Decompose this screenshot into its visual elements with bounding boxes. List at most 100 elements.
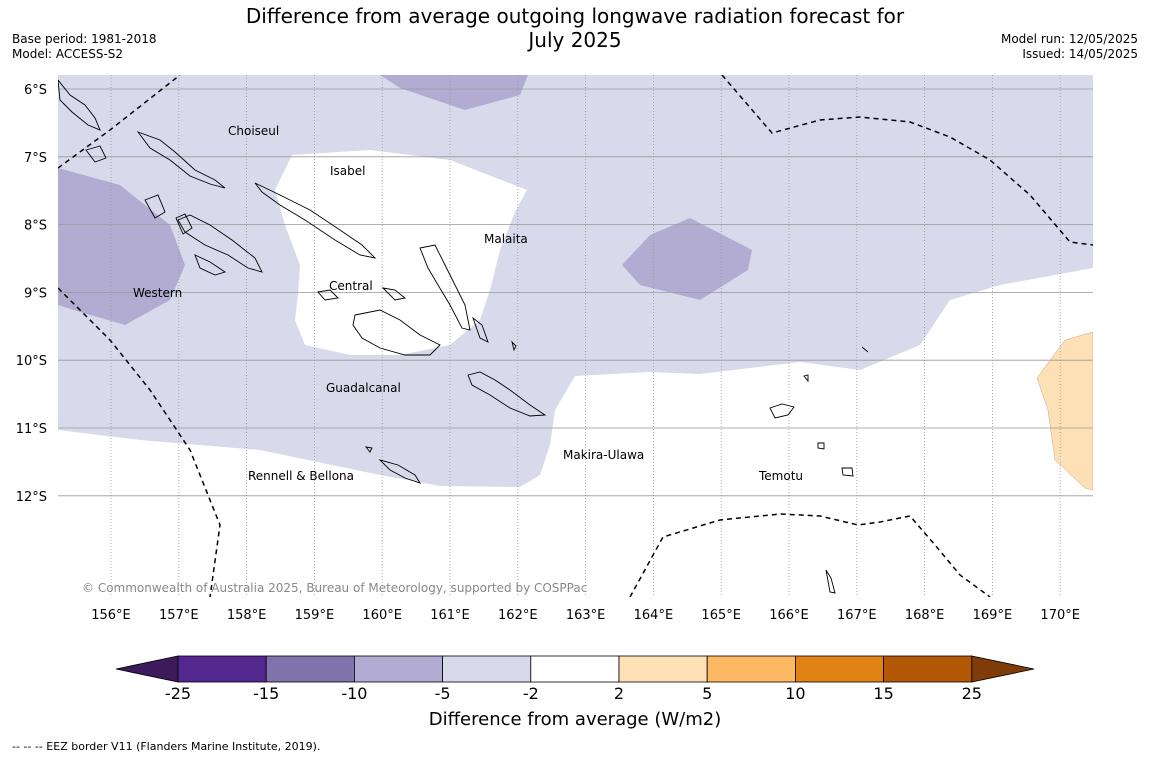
colorbar-extend-high <box>971 655 1035 683</box>
longitude-label: 164°E <box>634 608 674 623</box>
label-isabel: Isabel <box>330 164 365 178</box>
colorbar-tick-label: -15 <box>253 684 280 703</box>
anomaly-patch-positive <box>1036 331 1093 491</box>
label-makira-ulawa: Makira-Ulawa <box>563 448 644 462</box>
latitude-label: 12°S <box>16 490 47 505</box>
latitude-label: 10°S <box>16 354 47 369</box>
vella-lavella-island <box>144 194 166 219</box>
guadalcanal-island <box>352 309 441 356</box>
colorbar-segment <box>618 655 708 683</box>
province-labels: Choiseul Isabel Malaita Western Central … <box>133 124 803 483</box>
colorbar-segment <box>530 655 620 683</box>
colorbar-tick-label: -25 <box>164 684 192 703</box>
russell-islands <box>317 289 339 301</box>
label-western: Western <box>133 286 182 300</box>
longitude-label: 163°E <box>566 608 606 623</box>
anomaly-patch-east <box>622 218 752 300</box>
colorbar-tick-label: 25 <box>961 684 982 703</box>
small-malaita-island <box>472 316 489 343</box>
map-area: Choiseul Isabel Malaita Western Central … <box>58 75 1093 597</box>
vanikoro-island <box>817 442 825 450</box>
colorbar-tick-label: -2 <box>522 684 539 703</box>
kolombangara-island <box>175 213 193 235</box>
coastlines <box>58 79 869 594</box>
rendova-island <box>194 254 227 276</box>
latitude-label: 6°S <box>24 83 47 98</box>
latitude-labels: 6°S 7°S 8°S 9°S 10°S 11°S 12°S <box>16 83 47 505</box>
duff-islands <box>803 374 809 383</box>
label-central: Central <box>329 279 373 293</box>
bougainville-island <box>58 79 101 131</box>
tikopia-island <box>841 467 854 477</box>
longitude-label: 168°E <box>905 608 945 623</box>
malaita-island <box>419 244 471 331</box>
longitude-label: 166°E <box>769 608 809 623</box>
longitude-label: 167°E <box>837 608 877 623</box>
nggela-islands <box>381 287 407 301</box>
colorbar-tick-label: -10 <box>341 684 368 703</box>
bellona-island <box>364 446 373 453</box>
colorbar-tick-label: -5 <box>434 684 451 703</box>
anomaly-patch-west <box>58 168 185 325</box>
latitude-label: 8°S <box>24 219 47 234</box>
colorbar-segment <box>265 655 355 683</box>
eez-border <box>58 75 1093 597</box>
label-rennell-bellona: Rennell & Bellona <box>248 469 354 483</box>
longitude-label: 160°E <box>362 608 402 623</box>
choiseul-island <box>136 131 226 189</box>
colorbar-extend-low <box>115 655 179 683</box>
label-malaita: Malaita <box>484 232 528 246</box>
reef-islands <box>861 346 869 353</box>
longitude-label: 157°E <box>159 608 199 623</box>
colorbar-segment <box>442 655 532 683</box>
label-guadalcanal: Guadalcanal <box>326 381 401 395</box>
colorbar-label: Difference from average (W/m2) <box>428 709 722 730</box>
colorbar-segment <box>795 655 885 683</box>
longitude-label: 159°E <box>295 608 335 623</box>
colorbar-tick-label: 15 <box>873 684 894 703</box>
label-temotu: Temotu <box>758 469 803 483</box>
anomaly-patch-north <box>380 75 528 110</box>
ulawa-island <box>511 340 517 352</box>
longitude-label: 169°E <box>973 608 1013 623</box>
colorbar <box>115 655 1035 683</box>
shortland-island <box>85 145 107 163</box>
eez-footnote: -- -- -- EEZ border V11 (Flanders Marine… <box>12 740 321 753</box>
latitude-label: 11°S <box>16 422 47 437</box>
model-name: Model: ACCESS-S2 <box>12 47 124 61</box>
rennell-island <box>378 459 422 484</box>
new-georgia-islands <box>177 214 263 273</box>
longitude-label: 165°E <box>701 608 741 623</box>
colorbar-segment <box>353 655 443 683</box>
label-choiseul: Choiseul <box>228 124 279 138</box>
santa-cruz-island <box>769 403 795 419</box>
makira-island <box>467 371 547 417</box>
longitude-label: 161°E <box>430 608 470 623</box>
colorbar-tick-label: 5 <box>702 684 713 703</box>
neutral-region-south <box>58 268 1093 597</box>
vanuatu-islands <box>825 569 836 594</box>
colorbar-segment <box>706 655 796 683</box>
longitude-labels: 156°E 157°E 158°E 159°E 160°E 161°E 162°E 163°E… <box>91 608 1080 623</box>
longitude-label: 162°E <box>498 608 538 623</box>
copyright-notice: © Commonwealth of Australia 2025, Bureau… <box>82 581 587 595</box>
latitude-label: 7°S <box>24 151 47 166</box>
meta-right: Model run: 12/05/2025 Issued: 14/05/2025 <box>1001 32 1138 62</box>
colorbar-tick-label: 2 <box>613 684 625 703</box>
longitude-label: 158°E <box>227 608 267 623</box>
issued-date: Issued: 14/05/2025 <box>1022 47 1138 61</box>
map-title: Difference from average outgoing longwav… <box>0 4 1150 52</box>
colorbar-segment <box>883 655 973 683</box>
meta-left: Base period: 1981-2018 Model: ACCESS-S2 <box>12 32 157 62</box>
title-line-2: July 2025 <box>528 28 622 52</box>
isabel-island <box>254 182 377 259</box>
model-run: Model run: 12/05/2025 <box>1000 32 1138 46</box>
colorbar-segment <box>177 655 267 683</box>
colorbar-tick-label: 10 <box>785 684 806 703</box>
longitude-label: 170°E <box>1040 608 1080 623</box>
title-line-1: Difference from average outgoing longwav… <box>245 4 905 28</box>
longitude-label: 156°E <box>91 608 131 623</box>
latitude-label: 9°S <box>24 286 47 301</box>
base-period: Base period: 1981-2018 <box>12 32 157 46</box>
